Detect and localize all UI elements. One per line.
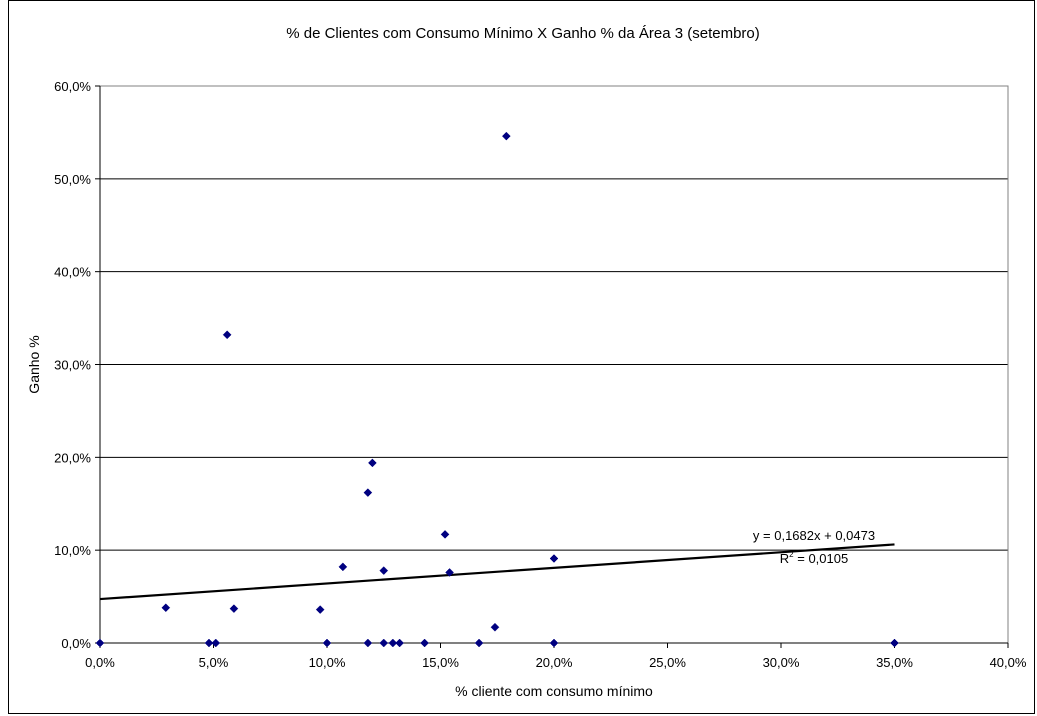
data-point-0 bbox=[95, 638, 105, 648]
x-tick-label: 5,0% bbox=[199, 655, 229, 670]
data-point-9 bbox=[363, 488, 373, 497]
data-point-7 bbox=[322, 638, 332, 648]
data-point-16 bbox=[420, 638, 429, 648]
data-point-4 bbox=[222, 330, 232, 340]
data-point-5 bbox=[229, 604, 239, 614]
r2-superscript: 2 bbox=[789, 550, 794, 559]
data-point-2 bbox=[204, 638, 214, 648]
y-tick-label: 10,0% bbox=[54, 543, 91, 558]
trendline-r2: R2 = 0,0105 bbox=[780, 550, 848, 566]
gridlines bbox=[100, 85, 1008, 551]
y-axis-title: Ganho % bbox=[26, 335, 42, 393]
r2-value: = 0,0105 bbox=[794, 551, 849, 566]
data-point-15 bbox=[395, 638, 404, 648]
tick-labels: 0,0% 10,0% 20,0% 30,0% 40,0% 50,0% 60,0% 0,0% 5,… bbox=[54, 79, 1027, 670]
data-point-17 bbox=[440, 530, 450, 539]
data-point-3 bbox=[211, 638, 221, 648]
data-point-19 bbox=[474, 638, 484, 648]
trendline-annotation: y = 0,1682x + 0,0473 R2 = 0,0105 bbox=[753, 528, 875, 566]
x-axis-title: % cliente com consumo mínimo bbox=[455, 683, 653, 699]
y-tick-label: 40,0% bbox=[54, 265, 91, 280]
data-points bbox=[95, 131, 899, 648]
trendline-equation: y = 0,1682x + 0,0473 bbox=[753, 528, 875, 543]
data-point-1 bbox=[161, 603, 171, 613]
chart-title: % de Clientes com Consumo Mínimo X Ganho… bbox=[286, 25, 760, 42]
r2-prefix: R bbox=[780, 551, 789, 566]
y-tick-label: 20,0% bbox=[54, 450, 91, 465]
data-point-10 bbox=[363, 638, 373, 648]
x-tick-label: 25,0% bbox=[649, 655, 686, 670]
x-tick-label: 15,0% bbox=[422, 655, 459, 670]
trendline bbox=[99, 543, 895, 601]
x-tick-label: 40,0% bbox=[990, 655, 1027, 670]
data-point-18 bbox=[445, 568, 454, 577]
data-point-22 bbox=[549, 554, 559, 563]
data-point-11 bbox=[368, 458, 377, 468]
x-tick-label: 30,0% bbox=[763, 655, 800, 670]
x-tick-label: 0,0% bbox=[85, 655, 115, 670]
data-point-8 bbox=[338, 562, 348, 572]
trendline-group bbox=[99, 543, 895, 601]
x-tick-label: 10,0% bbox=[309, 655, 346, 670]
y-tick-label: 30,0% bbox=[54, 358, 91, 373]
chart-area bbox=[8, 0, 1035, 714]
y-tick-label: 0,0% bbox=[61, 636, 91, 651]
data-point-12 bbox=[379, 566, 389, 575]
x-tick-label: 35,0% bbox=[876, 655, 913, 670]
data-point-20 bbox=[490, 622, 500, 632]
data-point-13 bbox=[379, 638, 389, 648]
data-point-21 bbox=[501, 131, 511, 141]
data-point-14 bbox=[388, 638, 398, 648]
data-point-6 bbox=[315, 605, 325, 614]
x-tick-label: 20,0% bbox=[536, 655, 573, 670]
y-tick-label: 50,0% bbox=[54, 172, 91, 187]
data-point-23 bbox=[549, 638, 559, 648]
y-tick-label: 60,0% bbox=[54, 79, 91, 94]
data-point-24 bbox=[890, 638, 899, 648]
